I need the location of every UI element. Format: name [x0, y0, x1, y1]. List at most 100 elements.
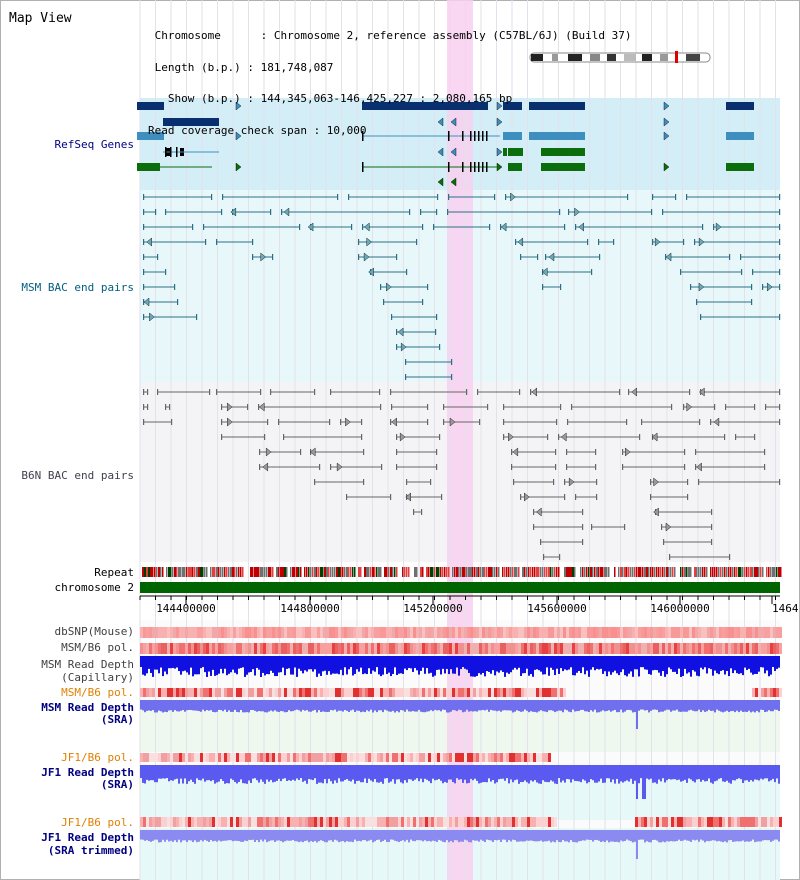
b6n-bac-pairs[interactable] [143, 387, 781, 560]
bac-end-pair[interactable] [511, 447, 557, 457]
bac-end-pair[interactable] [713, 222, 781, 232]
bac-end-pair[interactable] [270, 389, 316, 395]
bac-end-pair[interactable] [362, 222, 424, 232]
bac-end-pair[interactable] [405, 359, 453, 365]
bac-end-pair[interactable] [511, 464, 557, 470]
bac-end-pair[interactable] [661, 522, 713, 532]
bac-end-pair[interactable] [143, 224, 194, 230]
bac-end-pair[interactable] [420, 209, 438, 215]
repeat-track-label[interactable]: Repeat [94, 566, 134, 579]
bac-end-pair[interactable] [663, 539, 713, 545]
bac-end-pair[interactable] [447, 209, 561, 215]
bac-end-pair[interactable] [340, 417, 363, 427]
bac-end-pair[interactable] [653, 507, 713, 517]
bac-end-pair[interactable] [566, 449, 597, 455]
bac-end-pair[interactable] [575, 494, 598, 500]
bac-end-pair[interactable] [513, 479, 555, 485]
bac-end-pair[interactable] [725, 404, 756, 410]
bac-end-pair[interactable] [380, 282, 429, 292]
bac-end-pair[interactable] [564, 477, 598, 487]
bac-end-pair[interactable] [591, 524, 626, 530]
bac-end-pair[interactable] [650, 477, 689, 487]
bac-end-pair[interactable] [571, 404, 673, 410]
gene-row[interactable] [437, 177, 457, 187]
bac-end-pair[interactable] [694, 237, 781, 247]
bac-end-pair[interactable] [541, 267, 593, 277]
bac-end-pair[interactable] [448, 194, 496, 200]
bac-end-pair[interactable] [221, 402, 249, 412]
bac-end-pair[interactable] [413, 509, 423, 515]
bac-end-pair[interactable] [390, 389, 468, 395]
bac-end-pair[interactable] [696, 299, 753, 305]
bac-end-pair[interactable] [651, 432, 726, 442]
bac-end-pair[interactable] [665, 252, 731, 262]
bac-end-pair[interactable] [143, 254, 159, 260]
jf1-depth-sra-label-1[interactable]: JF1 Read Depth [41, 766, 134, 779]
bac-end-pair[interactable] [695, 449, 766, 455]
bac-end-pair[interactable] [598, 239, 615, 245]
bac-end-pair[interactable] [216, 389, 262, 395]
bac-end-pair[interactable] [143, 389, 149, 395]
gene-exon[interactable] [529, 102, 585, 110]
bac-end-pair[interactable] [652, 237, 685, 247]
bac-end-pair[interactable] [396, 432, 441, 442]
bac-end-pair[interactable] [477, 389, 521, 395]
bac-end-pair[interactable] [669, 554, 731, 560]
gene-row[interactable] [163, 117, 670, 127]
selection-highlight[interactable] [447, 0, 473, 880]
bac-end-pair[interactable] [699, 387, 781, 397]
bac-end-pair[interactable] [443, 417, 481, 427]
bac-end-pair[interactable] [396, 342, 441, 352]
bac-end-pair[interactable] [686, 194, 781, 200]
bac-end-pair[interactable] [710, 417, 781, 427]
refseq-genes[interactable] [137, 101, 754, 187]
bac-end-pair[interactable] [503, 432, 549, 442]
bac-end-pair[interactable] [680, 269, 743, 275]
gene-exon[interactable] [541, 163, 585, 171]
gene-exon[interactable] [503, 132, 521, 140]
bac-end-pair[interactable] [503, 419, 558, 425]
bac-end-pair[interactable] [405, 492, 443, 502]
bac-end-pair[interactable] [641, 419, 701, 425]
bac-end-pair[interactable] [221, 434, 266, 440]
bac-end-pair[interactable] [568, 207, 653, 217]
bac-end-pair[interactable] [165, 404, 171, 410]
bac-end-pair[interactable] [406, 479, 432, 485]
bac-end-pair[interactable] [252, 252, 274, 262]
bac-end-pair[interactable] [314, 479, 365, 485]
bac-end-pair[interactable] [396, 464, 438, 470]
bac-end-pair[interactable] [530, 387, 621, 397]
bac-end-pair[interactable] [348, 194, 439, 200]
gene-exon[interactable] [726, 163, 754, 171]
bac-end-pair[interactable] [309, 447, 365, 457]
bac-end-pair[interactable] [281, 207, 411, 217]
gene-exon[interactable] [137, 163, 160, 171]
bac-end-pair[interactable] [203, 224, 301, 230]
bac-end-pair[interactable] [740, 254, 781, 260]
bac-end-pair[interactable] [143, 297, 179, 307]
bac-end-pair[interactable] [533, 524, 584, 530]
bac-end-pair[interactable] [283, 434, 363, 440]
bac-end-pair[interactable] [396, 449, 438, 455]
gene-exon[interactable] [362, 102, 488, 110]
bac-end-pair[interactable] [540, 539, 584, 545]
gene-exon[interactable] [726, 132, 754, 140]
bac-end-pair[interactable] [143, 312, 198, 322]
jf1-depth-trim-label-1[interactable]: JF1 Read Depth [41, 831, 134, 844]
bac-end-pair[interactable] [346, 494, 392, 500]
bac-end-pair[interactable] [391, 404, 429, 410]
bac-end-pair[interactable] [662, 209, 781, 215]
bac-end-pair[interactable] [259, 447, 302, 457]
gene-exon[interactable] [529, 132, 585, 140]
gene-exon[interactable] [508, 163, 522, 171]
bac-end-pair[interactable] [143, 284, 176, 290]
gene-exon[interactable] [503, 102, 522, 110]
bac-end-pair[interactable] [683, 402, 716, 412]
bac-end-pair[interactable] [157, 389, 211, 395]
chromosome-ideogram[interactable] [529, 51, 711, 63]
msm-b6-pol-label-1[interactable]: MSM/B6 pol. [61, 641, 134, 654]
msm-depth-sra-label-1[interactable]: MSM Read Depth [41, 701, 134, 714]
bac-end-pair[interactable] [622, 447, 686, 457]
bac-end-pair[interactable] [222, 194, 339, 200]
bac-end-pair[interactable] [278, 419, 331, 425]
